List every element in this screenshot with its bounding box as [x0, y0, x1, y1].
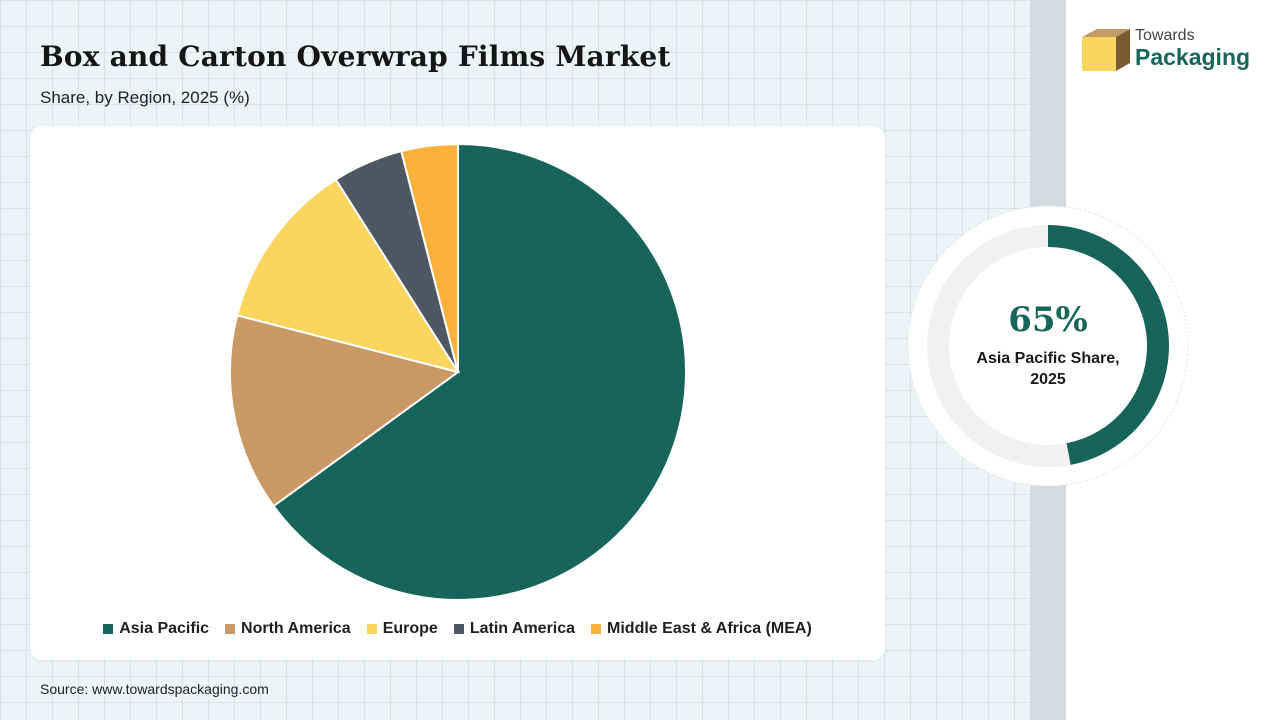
highlight-label-line-2: 2025: [1030, 371, 1066, 388]
legend-swatch: [453, 624, 464, 634]
pie-chart: [229, 142, 687, 601]
chart-title: Box and Carton Overwrap Films Market: [40, 40, 671, 73]
donut-progress-arc: [1047, 225, 1169, 465]
legend-label: Asia Pacific: [119, 620, 210, 637]
legend-swatch: [366, 624, 377, 634]
brand-line-2: Packaging: [1135, 44, 1251, 70]
legend-swatch: [225, 624, 236, 634]
towards-packaging-logo-icon: [1082, 29, 1130, 71]
legend-swatch: [591, 624, 602, 634]
highlight-label: Asia Pacific Share, 2025: [958, 348, 1138, 390]
source-note: Source: www.towardspackaging.com: [40, 681, 269, 697]
chart-legend: Asia Pacific North America Europe Latin Ame…: [30, 620, 885, 638]
pie-slice-asia-pacific: [272, 142, 687, 601]
pie-slice-europe: [235, 178, 461, 374]
highlight-donut: [907, 205, 1189, 487]
legend-label: North America: [241, 620, 351, 637]
legend-item-asia-pacific: Asia Pacific: [103, 620, 209, 638]
chart-subtitle: Share, by Region, 2025 (%): [40, 88, 250, 107]
pie-slice-middle-east-and-africa-mea: [400, 142, 459, 373]
highlight-label-line-1: Asia Pacific Share,: [976, 350, 1120, 367]
legend-item-middle-east-and-africa-mea: Middle East & Africa (MEA): [591, 620, 812, 638]
legend-item-latin-america: Latin America: [453, 620, 576, 638]
legend-swatch: [103, 624, 114, 634]
legend-label: Middle East & Africa (MEA): [607, 620, 812, 637]
highlight-value: 65%: [1008, 300, 1088, 340]
pie-slice-north-america: [229, 314, 461, 508]
legend-label: Latin America: [469, 620, 576, 637]
chart-card: Asia Pacific North America Europe Latin Ame…: [30, 126, 885, 660]
legend-item-north-america: North America: [225, 620, 351, 638]
donut-outer-ring: [907, 205, 1189, 487]
legend-item-europe: Europe: [366, 620, 438, 638]
legend-label: Europe: [382, 620, 438, 637]
brand-line-1: Towards: [1135, 27, 1195, 44]
